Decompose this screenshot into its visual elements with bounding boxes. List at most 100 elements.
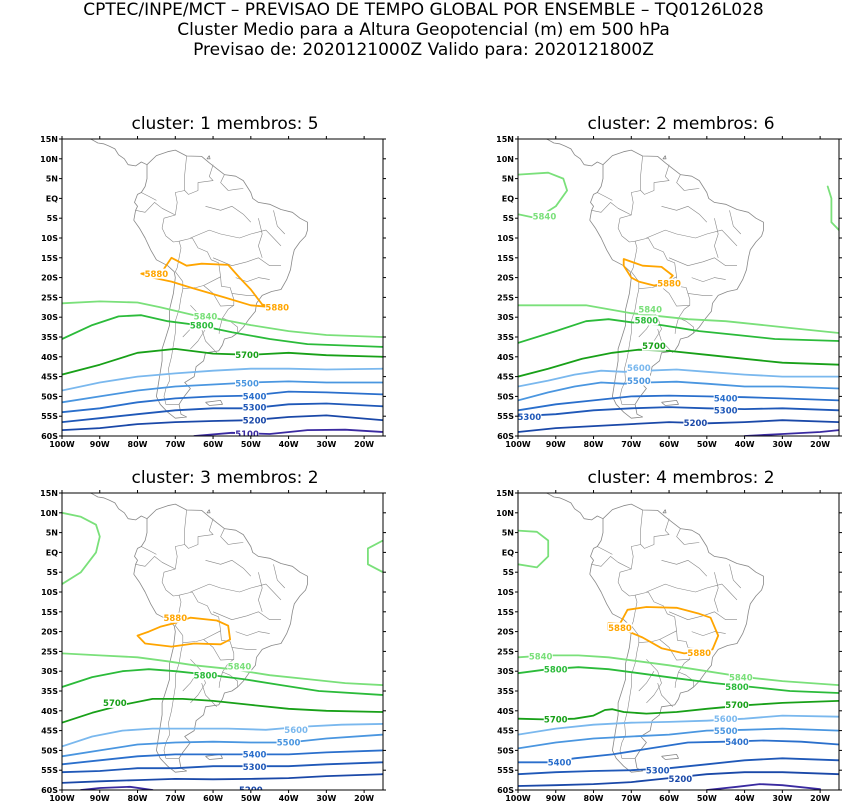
contour-5840 (826, 185, 839, 231)
contour-label-bg (725, 736, 750, 747)
contour-label-bg (713, 725, 738, 736)
country-border (635, 237, 677, 289)
lat-tick-label: 25S (41, 647, 58, 656)
country-border (597, 546, 613, 555)
contour-label-bg (725, 699, 750, 710)
contour-label-bg (713, 393, 738, 404)
country-border (676, 528, 700, 545)
country-border (201, 329, 218, 354)
lat-tick-label: 60S (41, 432, 58, 441)
coastline (89, 493, 148, 521)
country-border (646, 583, 738, 601)
contour-label-5840: 5840 (228, 663, 252, 673)
panel-4-title: cluster: 4 membros: 2 (587, 468, 775, 488)
figure-header: CPTEC/INPE/MCT – PREVISAO DE TEMPO GLOBA… (0, 0, 847, 60)
lon-tick-label: 100W (49, 440, 75, 449)
lon-tick-label: 20W (810, 440, 830, 449)
country-border (184, 518, 214, 549)
lat-tick-label: 10N (40, 155, 58, 164)
lon-tick-label: 40W (735, 794, 755, 803)
contour-label-bg (547, 757, 572, 768)
country-border (714, 218, 719, 258)
contour-label-bg (728, 672, 753, 683)
country-border (661, 560, 708, 577)
contour-5880 (607, 606, 720, 655)
contours (518, 529, 839, 790)
contour-label-5840: 5840 (529, 652, 553, 662)
contour-label-bg (276, 737, 301, 748)
lat-tick-label: 5S (47, 568, 59, 577)
lat-tick-label: 5N (46, 175, 58, 184)
lat-tick-label: 50S (497, 746, 514, 755)
lat-tick-label: EQ (502, 194, 514, 203)
country-border (676, 174, 700, 191)
contour-label-bg (102, 697, 127, 708)
country-border (220, 528, 244, 545)
contour-5840 (518, 529, 550, 569)
contour-label-5800: 5800 (725, 683, 749, 693)
lon-tick-label: 30W (316, 794, 336, 803)
contour-5880 (140, 256, 275, 309)
country-border (597, 192, 613, 201)
header-line-3: Previsao de: 2020121000Z Valido para: 20… (193, 40, 654, 60)
contour-label-5200: 5200 (684, 419, 708, 429)
lat-tick-label: 10S (497, 234, 514, 243)
contour-label-bg (543, 714, 568, 725)
lat-tick-label: 40S (41, 707, 58, 716)
coastline (206, 155, 211, 160)
coastline (133, 149, 308, 419)
contour-label-5700: 5700 (235, 351, 259, 361)
contour-label-5300: 5300 (243, 763, 267, 773)
contour-5700 (62, 697, 383, 724)
lon-tick-label: 20W (810, 794, 830, 803)
country-border (258, 572, 263, 612)
coastline (545, 493, 604, 521)
contour-label-5500: 5500 (627, 377, 651, 387)
lat-tick-label: 35S (497, 333, 514, 342)
lat-tick-label: 25S (497, 647, 514, 656)
contour-label-5400: 5400 (548, 758, 572, 768)
country-border (220, 174, 244, 191)
contour-label-bg (668, 773, 693, 784)
contour-label-5880: 5880 (657, 280, 681, 290)
country-border (691, 631, 726, 636)
map-frame (517, 138, 840, 437)
lon-tick-label: 30W (772, 440, 792, 449)
country-border (205, 206, 252, 223)
contour-label-5880: 5880 (265, 304, 289, 314)
contour-5100 (80, 785, 154, 790)
contour-label-bg (144, 268, 169, 279)
lon-tick-label: 40W (279, 794, 299, 803)
country-border (617, 155, 643, 243)
coastlines (545, 139, 764, 419)
country-border (691, 277, 726, 282)
lat-tick-label: 35S (41, 687, 58, 696)
country-border (640, 164, 670, 195)
lat-tick-label: 5N (502, 175, 514, 184)
axis-ticks: 15N 10N 5N EQ 5S 10S 15S 20S 25S 30S 35S 40S 45S 50S 5… (496, 489, 842, 803)
contour-label-bg (284, 724, 309, 735)
contour-5200 (62, 773, 383, 784)
lat-tick-label: 60S (497, 432, 514, 441)
contour-label-5100: 5100 (235, 430, 259, 440)
lon-tick-label: 50W (697, 794, 717, 803)
contour-label-5600: 5600 (714, 715, 738, 725)
country-border (175, 241, 184, 290)
lon-tick-label: 40W (279, 440, 299, 449)
contour-label-5880: 5880 (687, 649, 711, 659)
lat-tick-label: 5S (503, 214, 515, 223)
lat-tick-label: 15S (497, 254, 514, 263)
lon-tick-label: 70W (165, 794, 185, 803)
lat-tick-label: 10N (496, 155, 514, 164)
contour-label-5800: 5800 (544, 665, 568, 675)
contour-label-bg (235, 349, 260, 360)
contour-5700 (62, 347, 383, 376)
lat-tick-label: 10S (41, 588, 58, 597)
contour-label-5600: 5600 (284, 726, 308, 736)
country-border (674, 317, 679, 334)
contour-label-bg (626, 375, 651, 386)
country-border (646, 229, 738, 247)
